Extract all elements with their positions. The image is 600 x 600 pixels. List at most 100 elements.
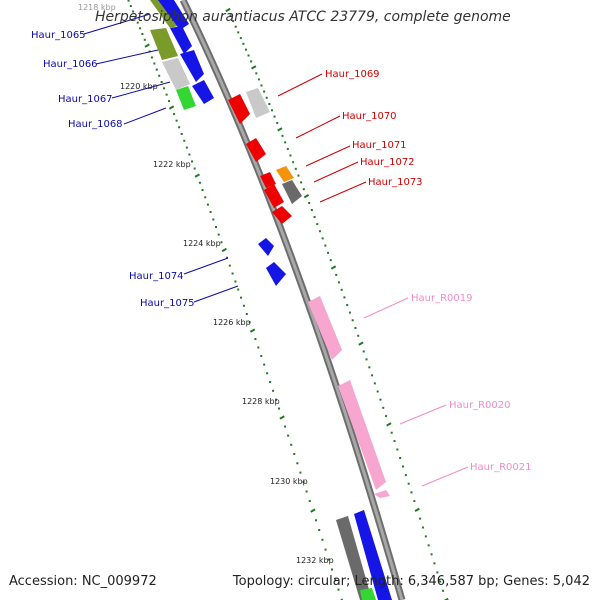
- minor-tick: [268, 103, 271, 105]
- minor-tick: [240, 296, 243, 299]
- minor-tick: [188, 153, 191, 156]
- minor-tick: [165, 93, 168, 96]
- minor-tick: [365, 358, 368, 361]
- feature-label[interactable]: Haur_1070: [342, 111, 397, 122]
- minor-tick: [376, 390, 379, 393]
- forward-genes: [150, 0, 392, 600]
- minor-tick: [273, 115, 276, 118]
- minor-tick: [284, 141, 287, 144]
- major-tick: [358, 341, 364, 346]
- gene-arrow-haur-1073[interactable]: [272, 206, 292, 224]
- gene-arrow-haur-1074[interactable]: [258, 238, 274, 256]
- feature-label[interactable]: Haur_1066: [43, 59, 98, 70]
- minor-tick: [302, 481, 305, 484]
- minor-tick: [206, 203, 209, 206]
- gene-arrow-haur-1067b[interactable]: [180, 50, 204, 82]
- gene-arrow-bottom-blue[interactable]: [354, 510, 392, 600]
- minor-tick: [263, 90, 266, 93]
- minor-tick: [433, 562, 436, 565]
- minor-tick: [290, 443, 293, 446]
- major-tick: [386, 422, 392, 427]
- minor-tick: [313, 216, 316, 219]
- minor-tick: [421, 526, 424, 529]
- reverse-genes: [228, 88, 390, 498]
- minor-tick: [237, 31, 240, 34]
- gene-arrow-haur-1070[interactable]: [246, 138, 266, 162]
- minor-tick: [286, 147, 289, 150]
- minor-tick: [242, 304, 245, 307]
- minor-tick: [424, 535, 427, 538]
- feature-label[interactable]: Haur_1075: [140, 298, 195, 309]
- minor-tick: [436, 571, 439, 574]
- minor-tick: [293, 453, 296, 455]
- minor-tick: [379, 398, 382, 401]
- callout-line: [313, 161, 359, 183]
- minor-tick: [371, 374, 374, 377]
- minor-tick: [362, 350, 365, 353]
- gene-arrow-bottom-dark[interactable]: [336, 516, 372, 600]
- feature-label[interactable]: Haur_1069: [325, 69, 380, 80]
- gene-arrow-haur-r0021[interactable]: [374, 490, 390, 498]
- minor-tick: [292, 161, 295, 164]
- feature-label[interactable]: Haur_1065: [31, 30, 86, 41]
- genome-summary-text: Topology: circular; Length: 6,346,587 bp…: [232, 574, 590, 589]
- minor-tick: [348, 311, 351, 314]
- minor-tick: [404, 474, 407, 477]
- gene-arrow-haur-1072[interactable]: [264, 184, 284, 208]
- feature-label[interactable]: Haur_1067: [58, 94, 113, 105]
- gene-arrow-haur-r0020[interactable]: [338, 380, 386, 490]
- gene-arrow-haur-1068[interactable]: [176, 86, 196, 110]
- callout-line: [95, 49, 159, 65]
- minor-tick: [266, 372, 269, 375]
- minor-tick: [198, 181, 201, 184]
- gene-arrow-haur-1075[interactable]: [266, 262, 286, 286]
- feature-label[interactable]: Haur_1071: [352, 140, 407, 151]
- minor-tick: [248, 321, 251, 324]
- minor-tick: [343, 296, 346, 299]
- gene-arrow-haur-1071[interactable]: [260, 172, 276, 188]
- feature-label[interactable]: Haur_R0021: [470, 462, 532, 473]
- tick-label: 1226 kbp: [213, 318, 251, 327]
- callout-line: [83, 13, 151, 35]
- gene-arrow-haur-1068b[interactable]: [192, 80, 214, 104]
- minor-tick: [296, 462, 299, 465]
- minor-tick: [316, 223, 319, 226]
- feature-label[interactable]: Haur_1068: [68, 119, 123, 130]
- minor-tick: [153, 62, 156, 65]
- minor-tick: [382, 406, 385, 409]
- feature-label[interactable]: Haur_1073: [368, 177, 423, 188]
- minor-tick: [327, 251, 330, 254]
- gene-arrow-bottom-green[interactable]: [360, 588, 376, 600]
- gene-arrow-haur-r0019[interactable]: [308, 296, 342, 360]
- callout-line: [111, 81, 171, 99]
- minor-tick: [269, 381, 272, 383]
- gene-arrow-haur-1069[interactable]: [228, 94, 250, 124]
- inner-tick-ring: [127, 0, 343, 600]
- feature-label[interactable]: Haur_1072: [360, 157, 415, 168]
- gene-arrow-haur-1067[interactable]: [162, 58, 190, 90]
- gene-arrow-haur-1065b[interactable]: [158, 0, 189, 30]
- gene-arrow-haur-1069b[interactable]: [246, 88, 270, 118]
- minor-tick: [407, 482, 410, 485]
- minor-tick: [209, 211, 212, 214]
- minor-tick: [242, 42, 245, 45]
- minor-tick: [308, 202, 311, 205]
- feature-label[interactable]: Haur_R0020: [449, 400, 511, 411]
- minor-tick: [150, 56, 153, 59]
- feature-label[interactable]: Haur_1074: [129, 271, 184, 282]
- minor-tick: [354, 327, 357, 329]
- gene-arrow-haur-1066[interactable]: [150, 28, 178, 60]
- minor-tick: [234, 25, 237, 28]
- major-tick: [168, 105, 175, 110]
- gene-arrow-haur-1072b[interactable]: [282, 180, 302, 204]
- feature-label[interactable]: Haur_R0019: [411, 293, 473, 304]
- minor-tick: [334, 578, 337, 581]
- gene-arrow-haur-1066b[interactable]: [170, 26, 192, 54]
- gene-arrow-haur-1071b[interactable]: [276, 166, 294, 182]
- minor-tick: [390, 431, 393, 434]
- minor-tick: [297, 174, 300, 177]
- minor-tick: [289, 154, 292, 157]
- minor-tick: [244, 48, 247, 51]
- tick-label: 1218 kbp: [78, 3, 116, 12]
- major-tick: [310, 508, 316, 513]
